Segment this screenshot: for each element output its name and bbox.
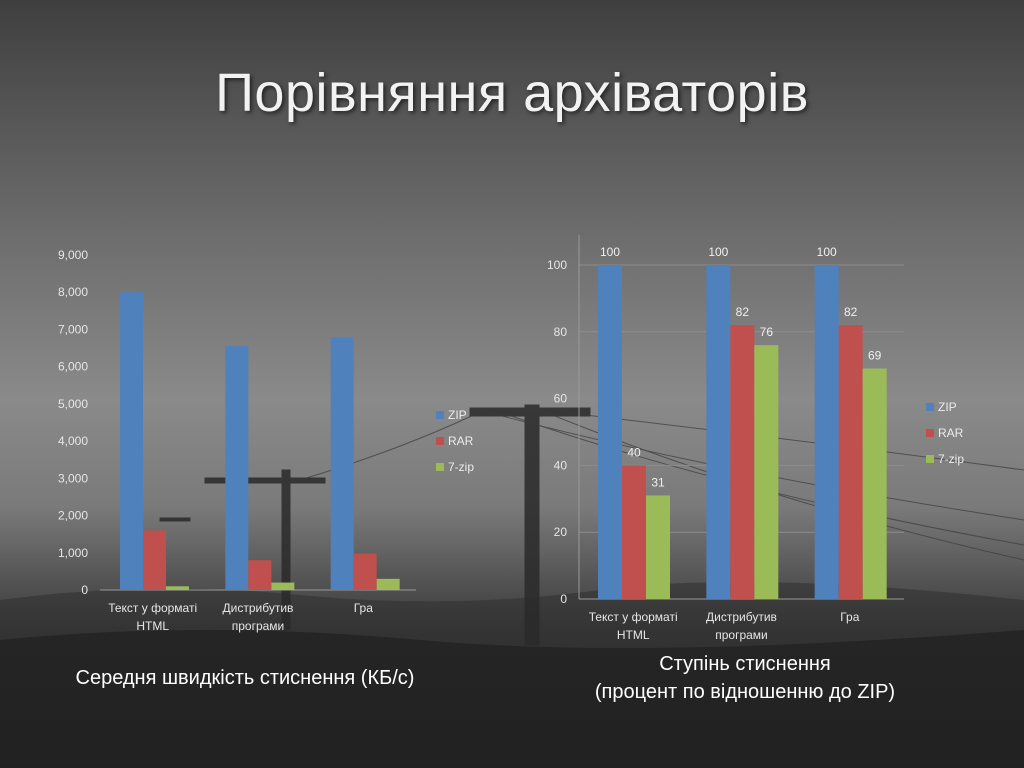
y-tick-label: 5,000	[58, 397, 88, 411]
y-tick-label: 100	[547, 258, 567, 272]
compression-ratio-caption-line2: (процент по відношенню до ZIP)	[594, 681, 896, 703]
bar-7zip	[862, 368, 887, 599]
data-label-zip: 100	[708, 245, 728, 259]
legend-label-zip: ZIP	[938, 400, 957, 414]
y-tick-label: 6,000	[58, 360, 88, 374]
y-tick-label: 1,000	[58, 546, 88, 560]
legend-swatch-zip	[436, 411, 444, 419]
bar-rar	[143, 530, 166, 590]
compression-speed-caption: Середня швидкість стиснення (КБ/с)	[20, 664, 470, 692]
legend-label-7zip: 7-zip	[938, 452, 965, 466]
compression-speed-chart: 0 1,000 2,000 3,000 4,000 5,000 6,000 7,000 8,00…	[0, 240, 420, 640]
y-tick-label: 9,000	[58, 248, 88, 262]
data-label-rar: 82	[844, 305, 858, 319]
legend-swatch-rar	[436, 437, 444, 445]
legend-item-7zip: 7-zip	[926, 446, 964, 472]
compression-speed-legend: ZIP RAR 7-zip	[436, 402, 474, 480]
bar-zip	[814, 265, 839, 599]
legend-item-zip: ZIP	[436, 402, 474, 428]
y-tick-label: 60	[554, 392, 568, 406]
data-label-rar: 40	[627, 445, 641, 459]
data-label-7zip: 31	[651, 475, 665, 489]
bar-rar	[730, 325, 755, 599]
legend-label-rar: RAR	[448, 434, 474, 448]
bar-rar	[622, 465, 646, 599]
y-tick-label: 7,000	[58, 322, 88, 336]
compression-ratio-chart: 0 20 40 60 80 100 100 40 31 Текст у форматі HTML 10…	[530, 230, 930, 650]
y-tick-label: 20	[554, 525, 568, 539]
x-category-label: HTML	[617, 628, 650, 642]
bar-7zip	[166, 586, 189, 590]
data-label-zip: 100	[600, 245, 620, 259]
slide-title: Порівняння архіваторів	[215, 63, 809, 123]
x-category-label: Дистрибутив	[223, 601, 294, 615]
bar-7zip	[376, 578, 400, 590]
y-tick-label: 0	[81, 583, 88, 597]
legend-swatch-7zip	[436, 463, 444, 471]
data-label-7zip: 69	[868, 349, 882, 363]
bar-7zip	[754, 345, 779, 599]
compression-speed-chart-svg: 0 1,000 2,000 3,000 4,000 5,000 6,000 7,000 8,00…	[58, 248, 416, 633]
legend-label-7zip: 7-zip	[448, 460, 475, 474]
bar-zip	[598, 265, 622, 599]
bar-7zip	[646, 495, 670, 599]
bar-rar	[838, 325, 863, 599]
y-tick-label: 0	[560, 592, 567, 606]
x-category-label: програми	[715, 628, 768, 642]
legend-swatch-zip	[926, 403, 934, 411]
compression-ratio-caption-line1: Ступінь стиснення	[659, 653, 831, 675]
bar-zip	[225, 346, 249, 590]
y-tick-label: 80	[554, 325, 568, 339]
x-category-label: Гра	[354, 601, 373, 615]
y-tick-label: 2,000	[58, 509, 88, 523]
legend-item-rar: RAR	[926, 420, 964, 446]
y-tick-label: 8,000	[58, 285, 88, 299]
x-category-label: HTML	[136, 619, 169, 633]
compression-ratio-legend: ZIP RAR 7-zip	[926, 394, 964, 472]
y-tick-label: 4,000	[58, 434, 88, 448]
legend-label-rar: RAR	[938, 426, 964, 440]
legend-swatch-7zip	[926, 455, 934, 463]
legend-item-7zip: 7-zip	[436, 454, 474, 480]
legend-swatch-rar	[926, 429, 934, 437]
y-tick-label: 40	[554, 458, 568, 472]
legend-item-zip: ZIP	[926, 394, 964, 420]
data-label-7zip: 76	[760, 325, 774, 339]
bar-rar	[353, 553, 377, 590]
legend-label-zip: ZIP	[448, 408, 467, 422]
bar-zip	[120, 292, 143, 590]
compression-speed-caption-text: Середня швидкість стиснення (КБ/с)	[75, 667, 415, 689]
bar-7zip	[271, 582, 295, 590]
bar-rar	[248, 560, 272, 590]
data-label-rar: 82	[736, 305, 750, 319]
x-category-label: Дистрибутив	[706, 610, 777, 624]
compression-ratio-chart-svg: 0 20 40 60 80 100 100 40 31 Текст у форматі HTML 10…	[547, 235, 904, 642]
x-category-label: програми	[232, 619, 285, 633]
bar-zip	[706, 265, 731, 599]
x-category-label: Гра	[840, 610, 859, 624]
x-category-label: Текст у форматі	[589, 610, 678, 624]
data-label-zip: 100	[817, 245, 837, 259]
x-category-label: Текст у форматі	[108, 601, 197, 615]
bar-zip	[330, 336, 354, 590]
legend-item-rar: RAR	[436, 428, 474, 454]
compression-ratio-caption: Ступінь стиснення (процент по відношенню…	[530, 650, 960, 706]
y-tick-label: 3,000	[58, 471, 88, 485]
